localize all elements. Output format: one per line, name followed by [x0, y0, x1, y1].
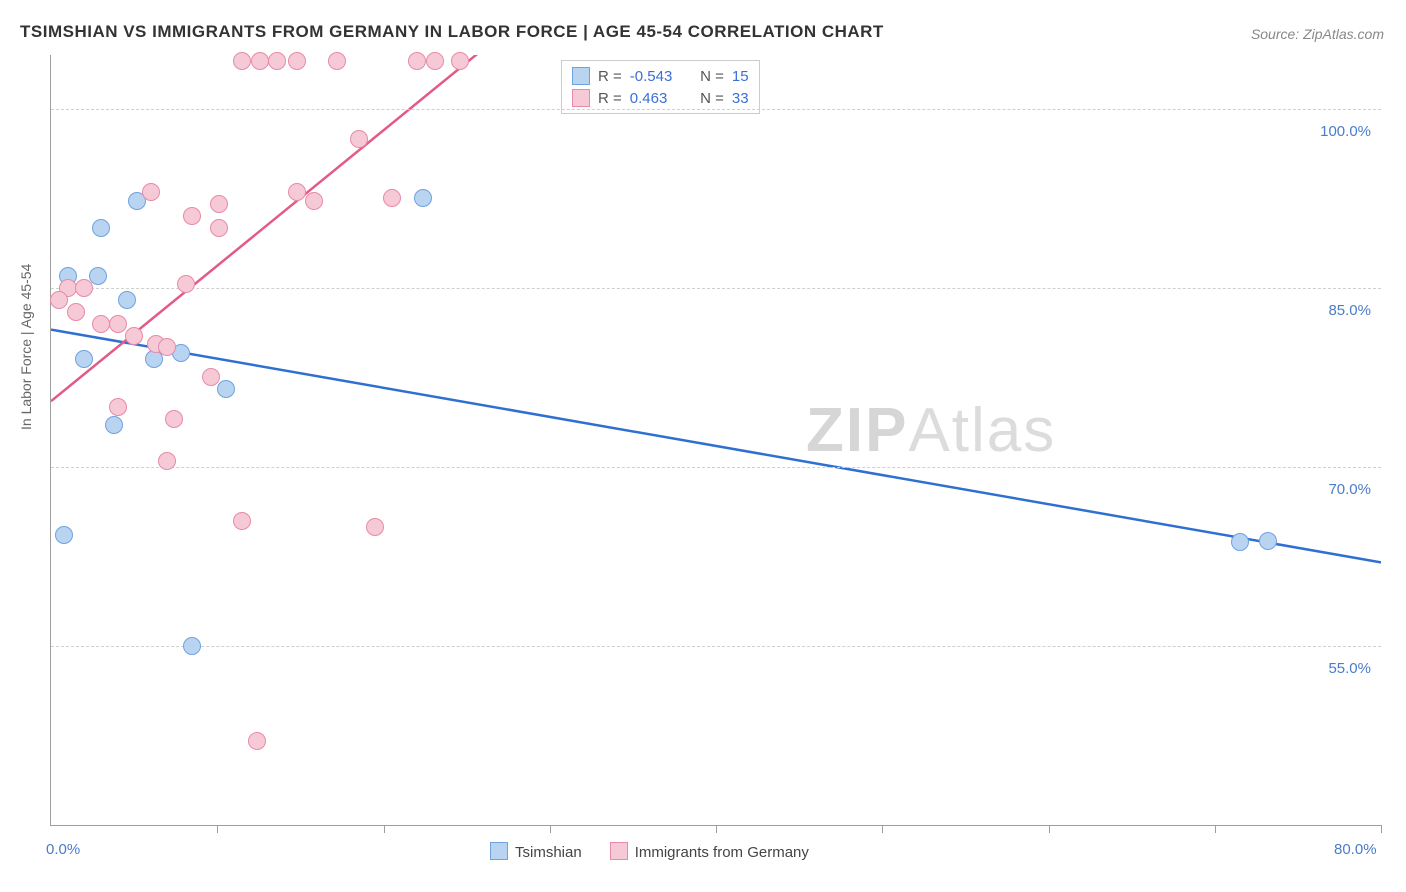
watermark-light: Atlas [908, 396, 1056, 465]
grid-line [51, 109, 1381, 110]
scatter-point [183, 637, 201, 655]
scatter-point [118, 291, 136, 309]
scatter-point [75, 350, 93, 368]
scatter-point [210, 195, 228, 213]
scatter-point [109, 398, 127, 416]
scatter-point [183, 207, 201, 225]
x-tick [1381, 825, 1382, 833]
trend-line [51, 55, 483, 401]
legend-item: Immigrants from Germany [610, 842, 809, 861]
stats-n-value: 15 [732, 68, 749, 85]
source-label: Source: ZipAtlas.com [1251, 26, 1384, 42]
scatter-point [67, 303, 85, 321]
chart-title: TSIMSHIAN VS IMMIGRANTS FROM GERMANY IN … [20, 22, 884, 42]
scatter-point [328, 52, 346, 70]
scatter-point [142, 183, 160, 201]
grid-line [51, 288, 1381, 289]
scatter-point [105, 416, 123, 434]
stats-swatch [572, 67, 590, 85]
stats-legend-box: R = -0.543 N = 15R = 0.463 N = 33 [561, 60, 760, 114]
scatter-point [288, 183, 306, 201]
stats-n-label: N = [692, 68, 724, 85]
scatter-point [350, 130, 368, 148]
stats-n-value: 33 [732, 90, 749, 107]
grid-line [51, 646, 1381, 647]
legend-swatch [610, 842, 628, 860]
stats-r-label: R = [598, 90, 622, 107]
scatter-point [210, 219, 228, 237]
plot-area: ZIPAtlas R = -0.543 N = 15R = 0.463 N = … [50, 55, 1381, 826]
x-tick [384, 825, 385, 833]
scatter-point [414, 189, 432, 207]
scatter-point [217, 380, 235, 398]
scatter-point [125, 327, 143, 345]
trend-line [51, 330, 1381, 563]
legend-swatch [490, 842, 508, 860]
scatter-point [202, 368, 220, 386]
scatter-point [408, 52, 426, 70]
stats-swatch [572, 89, 590, 107]
legend-label: Immigrants from Germany [635, 844, 809, 861]
y-tick-label: 100.0% [1311, 123, 1371, 140]
x-tick [882, 825, 883, 833]
x-tick [1049, 825, 1050, 833]
y-axis-label: In Labor Force | Age 45-54 [18, 264, 34, 430]
scatter-point [233, 512, 251, 530]
scatter-point [92, 315, 110, 333]
scatter-point [55, 526, 73, 544]
bottom-legend: Tsimshian Immigrants from Germany [490, 842, 809, 861]
scatter-point [426, 52, 444, 70]
scatter-point [233, 52, 251, 70]
scatter-point [451, 52, 469, 70]
stats-r-value: 0.463 [630, 90, 684, 107]
watermark-bold: ZIP [806, 396, 908, 465]
scatter-point [288, 52, 306, 70]
legend-label: Tsimshian [515, 844, 582, 861]
legend-item: Tsimshian [490, 842, 582, 861]
scatter-point [366, 518, 384, 536]
y-tick-label: 55.0% [1311, 660, 1371, 677]
stats-row: R = -0.543 N = 15 [572, 65, 749, 87]
trend-lines-svg [51, 55, 1381, 825]
scatter-point [1231, 533, 1249, 551]
scatter-point [305, 192, 323, 210]
scatter-point [1259, 532, 1277, 550]
scatter-point [177, 275, 195, 293]
x-axis-max-label: 80.0% [1334, 841, 1377, 858]
x-axis-min-label: 0.0% [46, 841, 80, 858]
scatter-point [109, 315, 127, 333]
y-tick-label: 70.0% [1311, 481, 1371, 498]
watermark: ZIPAtlas [806, 395, 1056, 466]
stats-r-label: R = [598, 68, 622, 85]
stats-n-label: N = [692, 90, 724, 107]
scatter-point [50, 291, 68, 309]
scatter-point [268, 52, 286, 70]
x-tick [716, 825, 717, 833]
stats-row: R = 0.463 N = 33 [572, 87, 749, 109]
scatter-point [75, 279, 93, 297]
x-tick [217, 825, 218, 833]
y-tick-label: 85.0% [1311, 302, 1371, 319]
scatter-point [165, 410, 183, 428]
scatter-point [92, 219, 110, 237]
x-tick [550, 825, 551, 833]
grid-line [51, 467, 1381, 468]
scatter-point [251, 52, 269, 70]
stats-r-value: -0.543 [630, 68, 684, 85]
x-tick [1215, 825, 1216, 833]
scatter-point [383, 189, 401, 207]
scatter-point [248, 732, 266, 750]
